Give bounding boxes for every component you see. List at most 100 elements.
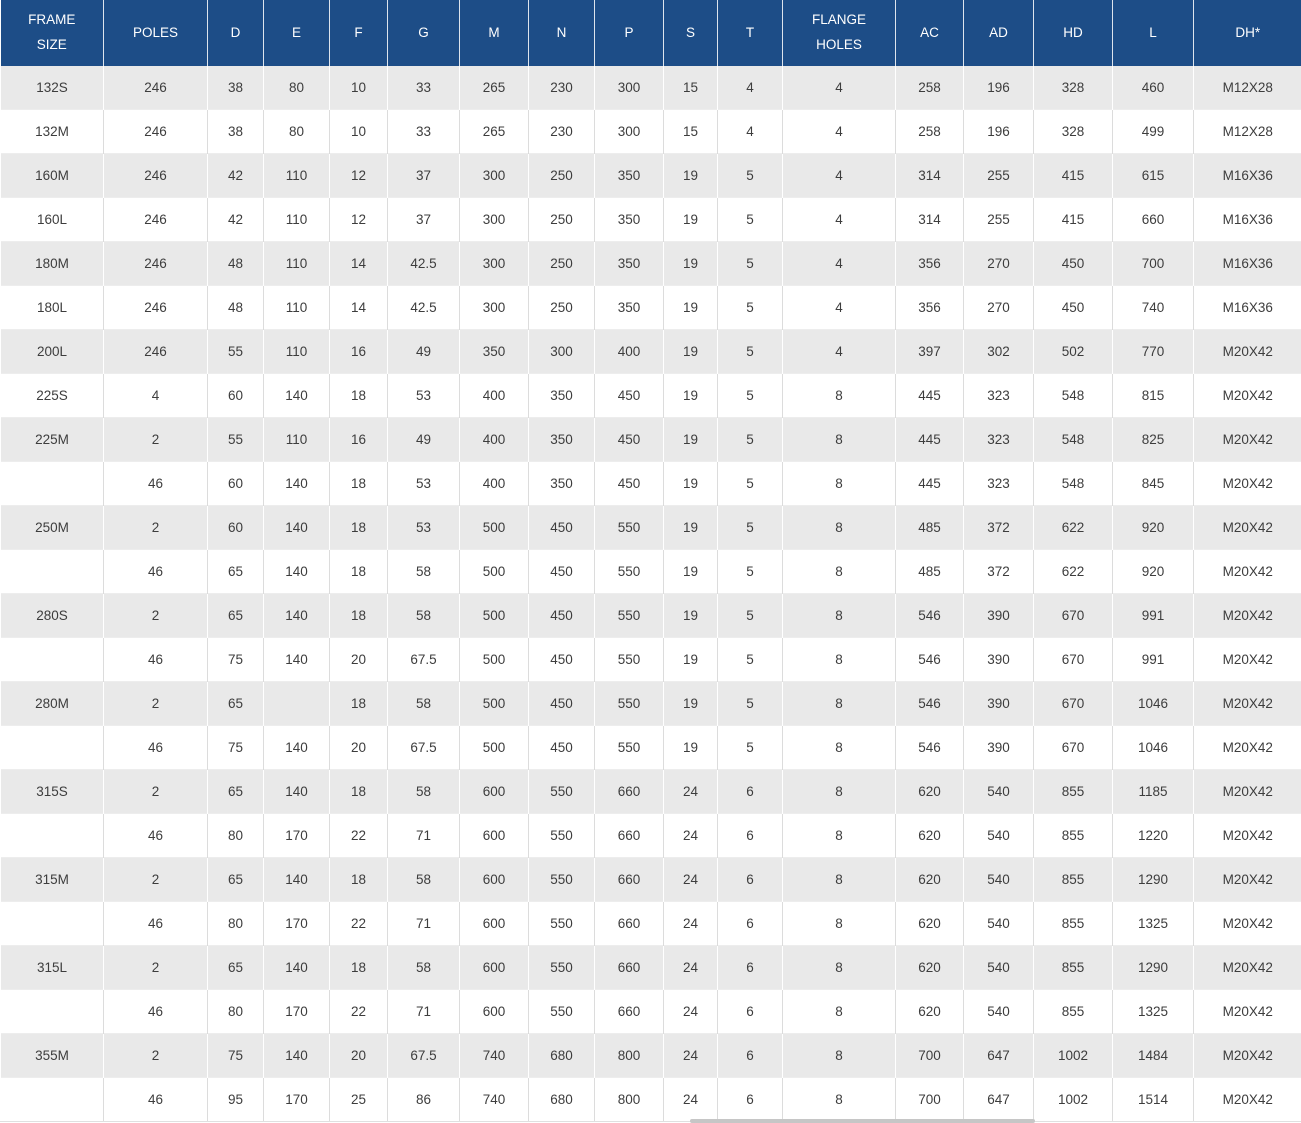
- value-cell: 258: [895, 109, 964, 154]
- horizontal-scrollbar[interactable]: [0, 1119, 1301, 1123]
- frame-size-cell: [0, 637, 104, 682]
- value-cell: 270: [963, 241, 1034, 286]
- table-row: 280S 2 65 140 18 58 500 450 550 19 5 8 546 390 670 991 M…: [0, 593, 1301, 638]
- value-cell: 140: [263, 769, 330, 814]
- column-header: E: [263, 0, 330, 66]
- value-cell: 1484: [1112, 1033, 1194, 1078]
- value-cell: 300: [459, 153, 529, 198]
- value-cell: 170: [263, 901, 330, 946]
- value-cell: 546: [895, 725, 964, 770]
- value-cell: M20X42: [1193, 505, 1301, 550]
- value-cell: 700: [895, 1077, 964, 1122]
- value-cell: 8: [782, 813, 896, 858]
- value-cell: 740: [1112, 285, 1194, 330]
- frame-size-cell: 132S: [0, 66, 104, 110]
- value-cell: 920: [1112, 505, 1194, 550]
- value-cell: 1002: [1033, 1077, 1113, 1122]
- column-header: S: [663, 0, 718, 66]
- frame-size-cell: 225S: [0, 373, 104, 418]
- value-cell: 323: [963, 461, 1034, 506]
- value-cell: 18: [329, 505, 388, 550]
- value-cell: 1185: [1112, 769, 1194, 814]
- value-cell: 58: [387, 857, 460, 902]
- column-header: N: [528, 0, 595, 66]
- value-cell: 246: [103, 197, 208, 242]
- table-row: 315L 2 65 140 18 58 600 550 660 24 6 8 620 540 855 1290…: [0, 945, 1301, 990]
- value-cell: 24: [663, 857, 718, 902]
- value-cell: 140: [263, 945, 330, 990]
- value-cell: 22: [329, 901, 388, 946]
- value-cell: 19: [663, 329, 718, 374]
- value-cell: 250: [528, 197, 595, 242]
- value-cell: 647: [963, 1077, 1034, 1122]
- value-cell: M20X42: [1193, 637, 1301, 682]
- value-cell: 55: [207, 417, 264, 462]
- value-cell: 19: [663, 505, 718, 550]
- value-cell: 314: [895, 153, 964, 198]
- value-cell: 356: [895, 285, 964, 330]
- value-cell: 19: [663, 241, 718, 286]
- value-cell: 445: [895, 417, 964, 462]
- value-cell: 400: [459, 417, 529, 462]
- value-cell: 270: [963, 285, 1034, 330]
- value-cell: M16X36: [1193, 153, 1301, 198]
- value-cell: 58: [387, 593, 460, 638]
- value-cell: 550: [528, 769, 595, 814]
- value-cell: 855: [1033, 989, 1113, 1034]
- value-cell: 502: [1033, 329, 1113, 374]
- value-cell: 37: [387, 197, 460, 242]
- value-cell: 5: [717, 329, 783, 374]
- value-cell: 5: [717, 241, 783, 286]
- value-cell: 540: [963, 945, 1034, 990]
- value-cell: 49: [387, 329, 460, 374]
- value-cell: 65: [207, 681, 264, 726]
- value-cell: 548: [1033, 461, 1113, 506]
- value-cell: 622: [1033, 549, 1113, 594]
- value-cell: 110: [263, 197, 330, 242]
- value-cell: M20X42: [1193, 901, 1301, 946]
- value-cell: 450: [528, 681, 595, 726]
- value-cell: 19: [663, 461, 718, 506]
- table-row: 46 80 170 22 71 600 550 660 24 6 8 620 540 855 1325 M20…: [0, 901, 1301, 946]
- value-cell: 33: [387, 109, 460, 154]
- value-cell: 500: [459, 681, 529, 726]
- value-cell: 4: [782, 66, 896, 110]
- column-header: T: [717, 0, 783, 66]
- value-cell: 550: [528, 813, 595, 858]
- frame-size-cell: 132M: [0, 109, 104, 154]
- table-row: 46 80 170 22 71 600 550 660 24 6 8 620 540 855 1220 M20…: [0, 813, 1301, 858]
- value-cell: 140: [263, 725, 330, 770]
- value-cell: 42: [207, 197, 264, 242]
- value-cell: 18: [329, 769, 388, 814]
- value-cell: 38: [207, 66, 264, 110]
- horizontal-scrollbar-thumb[interactable]: [690, 1119, 1035, 1123]
- value-cell: 450: [1033, 285, 1113, 330]
- value-cell: 46: [103, 901, 208, 946]
- table-row: 46 75 140 20 67.5 500 450 550 19 5 8 546 390 670 1046 M…: [0, 725, 1301, 770]
- value-cell: 620: [895, 989, 964, 1034]
- value-cell: 8: [782, 1077, 896, 1122]
- value-cell: 75: [207, 725, 264, 770]
- value-cell: M20X42: [1193, 461, 1301, 506]
- value-cell: 4: [717, 66, 783, 110]
- value-cell: 8: [782, 461, 896, 506]
- value-cell: 300: [459, 197, 529, 242]
- column-header: M: [459, 0, 529, 66]
- value-cell: 19: [663, 681, 718, 726]
- value-cell: 550: [594, 549, 664, 594]
- frame-size-cell: [0, 901, 104, 946]
- value-cell: 65: [207, 593, 264, 638]
- value-cell: M12X28: [1193, 66, 1301, 110]
- value-cell: 53: [387, 373, 460, 418]
- table-row: 225M 2 55 110 16 49 400 350 450 19 5 8 445 323 548 825 M…: [0, 417, 1301, 462]
- value-cell: 415: [1033, 153, 1113, 198]
- value-cell: 24: [663, 1077, 718, 1122]
- value-cell: M20X42: [1193, 373, 1301, 418]
- value-cell: 400: [459, 373, 529, 418]
- value-cell: 10: [329, 109, 388, 154]
- value-cell: 485: [895, 505, 964, 550]
- value-cell: 12: [329, 153, 388, 198]
- value-cell: 4: [782, 329, 896, 374]
- value-cell: 80: [207, 901, 264, 946]
- value-cell: 660: [594, 989, 664, 1034]
